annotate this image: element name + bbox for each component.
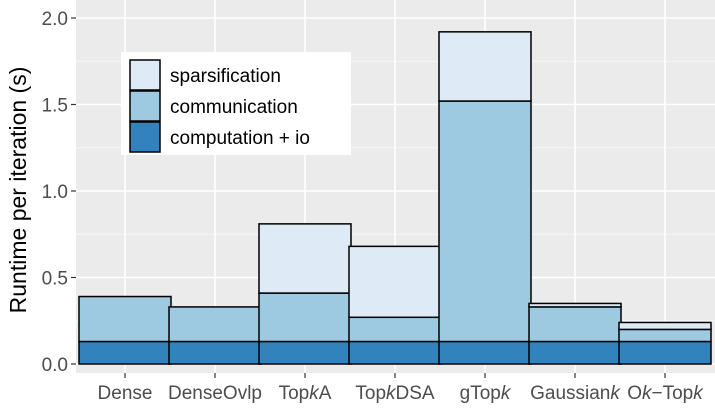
bar-segment-communication [78, 295, 172, 343]
bar-segment-computation-io [258, 340, 352, 365]
y-tick-label: 2.0 [42, 9, 68, 30]
bars [78, 31, 712, 365]
bar-segment-computation-io [438, 340, 532, 365]
legend-key [129, 59, 161, 91]
x-tick-label: TopkDSA [355, 383, 435, 404]
y-tick-label: 0.0 [42, 355, 68, 376]
x-axis: Dense DenseOvlp TopkA TopkDSA gTopk Gaussiank… [98, 373, 704, 404]
bar-segment-computation-io [528, 340, 622, 365]
legend-key [129, 90, 161, 122]
bar-segment-communication [168, 306, 262, 343]
y-tick-label: 1.5 [42, 96, 68, 117]
bar-segment-communication [528, 306, 622, 343]
x-tick-label: Dense [98, 383, 153, 404]
bar-segment-computation-io [618, 340, 712, 365]
legend-key [129, 121, 161, 153]
x-tick-label: DenseOvlp [168, 383, 262, 404]
bar-segment-sparsification [438, 31, 532, 102]
bar-segment-computation-io [168, 340, 262, 365]
y-axis-label: Runtime per iteration (s) [5, 67, 31, 314]
x-tick-label: TopkA [279, 383, 332, 404]
legend-label: computation + io [170, 128, 310, 149]
legend-label: sparsification [170, 66, 281, 87]
y-tick-label: 0.5 [42, 269, 68, 290]
bar-segment-computation-io [78, 340, 172, 365]
bar-segment-communication [258, 292, 352, 343]
bar-segment-sparsification [258, 223, 352, 294]
bar-segment-communication [618, 328, 712, 343]
bar-segment-sparsification [528, 302, 622, 308]
x-tick-label: gTopk [460, 383, 512, 404]
bar-segment-computation-io [348, 340, 442, 365]
y-tick-label: 1.0 [42, 182, 68, 203]
legend: sparsification communication computation +… [121, 52, 351, 155]
bar-segment-sparsification [348, 245, 442, 319]
bar-segment-communication [438, 100, 532, 343]
legend-label: communication [170, 97, 298, 118]
bar-segment-sparsification [618, 321, 712, 331]
y-axis: 0.0 0.5 1.0 1.5 2.0 [42, 9, 76, 376]
x-tick-label: Gaussiank [530, 383, 621, 404]
bar-segment-communication [348, 316, 442, 343]
x-tick-label: Ok−Topk [627, 383, 704, 404]
